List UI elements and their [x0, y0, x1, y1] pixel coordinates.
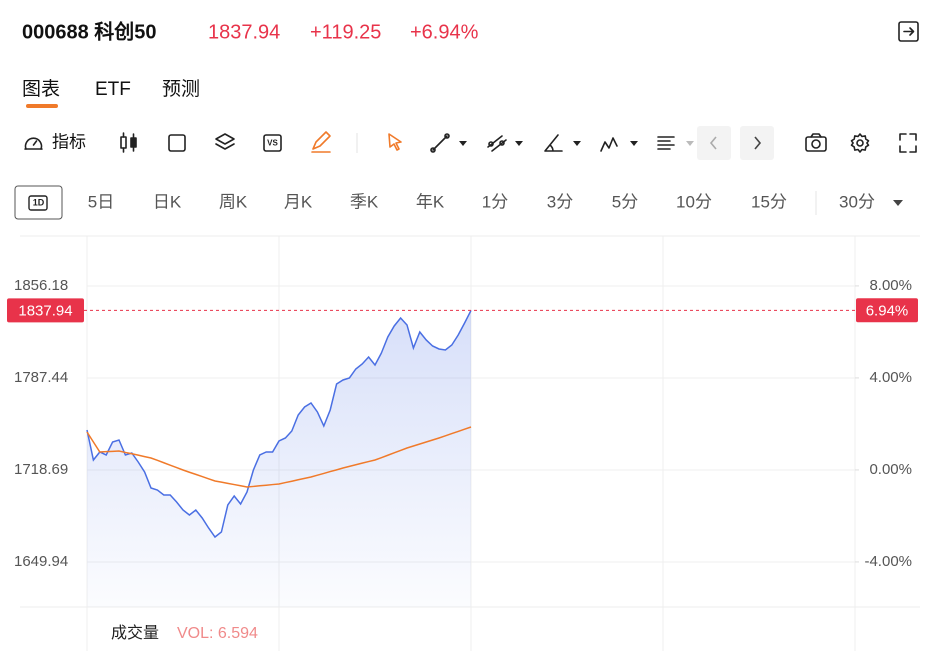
- candle-icon[interactable]: [120, 132, 137, 153]
- exit-icon[interactable]: [898, 21, 919, 42]
- indicator-button[interactable]: 指标: [52, 132, 86, 151]
- period-tab[interactable]: 年K: [416, 192, 445, 211]
- vs-icon[interactable]: VS: [263, 134, 282, 152]
- dropdown-arrow[interactable]: [686, 141, 694, 146]
- stock-name: 000688 科创50: [22, 19, 157, 43]
- period-tab[interactable]: 5分: [612, 192, 638, 211]
- tab-underline: [26, 104, 58, 108]
- dropdown-arrow[interactable]: [459, 141, 467, 146]
- period-tab[interactable]: 季K: [350, 192, 379, 211]
- camera-icon[interactable]: [805, 133, 827, 152]
- channel-tool[interactable]: [487, 135, 507, 152]
- svg-text:VS: VS: [267, 139, 278, 148]
- next-arrow: [754, 136, 762, 150]
- period-box: [28, 195, 48, 211]
- y2-tick-label: 4.00%: [869, 369, 912, 386]
- price-line: [86, 310, 472, 539]
- y-tick-label: 1787.44: [14, 369, 68, 386]
- prev-button[interactable]: [697, 126, 731, 160]
- y2-tick-label: 0.00%: [869, 461, 912, 478]
- period-tab[interactable]: 3分: [547, 192, 573, 211]
- cursor-icon[interactable]: [388, 133, 402, 151]
- shape-icon[interactable]: [168, 134, 186, 152]
- dropdown-arrow[interactable]: [893, 200, 903, 206]
- settings-icon[interactable]: [850, 133, 870, 153]
- wave-tool[interactable]: [600, 137, 618, 152]
- pct-badge-label: 6.94%: [866, 302, 909, 319]
- average-line: [86, 426, 472, 488]
- period-tab[interactable]: 月K: [284, 192, 313, 211]
- layers-icon[interactable]: [215, 133, 235, 150]
- period-selected[interactable]: [14, 185, 63, 220]
- fullscreen-icon[interactable]: [899, 133, 917, 153]
- tab[interactable]: 预测: [162, 78, 200, 100]
- indicator-icon[interactable]: [24, 137, 43, 150]
- period-tab[interactable]: 5日: [88, 192, 114, 211]
- next-button[interactable]: [740, 126, 774, 160]
- y2-tick-label: 8.00%: [869, 277, 912, 294]
- period-tab[interactable]: 15分: [751, 192, 787, 211]
- pen-icon[interactable]: [311, 131, 331, 153]
- y2-tick-label: -4.00%: [864, 553, 912, 570]
- prev-arrow: [709, 136, 717, 150]
- text-tool[interactable]: [657, 136, 675, 150]
- price: 1837.94: [208, 21, 280, 43]
- change-pct: +6.94%: [410, 21, 479, 43]
- period-tab[interactable]: 10分: [676, 192, 712, 211]
- dropdown-arrow[interactable]: [630, 141, 638, 146]
- price-area: [87, 310, 471, 607]
- change: +119.25: [310, 21, 381, 43]
- period-tab[interactable]: 1D: [33, 197, 45, 207]
- price-badge: [7, 298, 84, 323]
- period-tab[interactable]: 1分: [482, 192, 508, 211]
- tab[interactable]: 图表: [22, 78, 60, 100]
- dropdown-arrow[interactable]: [515, 141, 523, 146]
- period-tab[interactable]: 30分: [839, 192, 875, 211]
- period-tab[interactable]: 日K: [153, 192, 182, 211]
- period-tab[interactable]: 周K: [219, 192, 248, 211]
- y-tick-label: 1856.18: [14, 277, 68, 294]
- line-tool[interactable]: [430, 133, 450, 153]
- y-tick-label: 1718.69: [14, 461, 68, 478]
- angle-tool[interactable]: [544, 134, 563, 152]
- dropdown-arrow[interactable]: [573, 141, 581, 146]
- y-tick-label: 1649.94: [14, 553, 68, 570]
- volume-value: VOL: 6.594: [177, 625, 258, 642]
- price-badge-label: 1837.94: [18, 302, 72, 319]
- volume-title: 成交量: [111, 624, 159, 642]
- tab[interactable]: ETF: [95, 79, 131, 100]
- pct-badge: [856, 298, 918, 323]
